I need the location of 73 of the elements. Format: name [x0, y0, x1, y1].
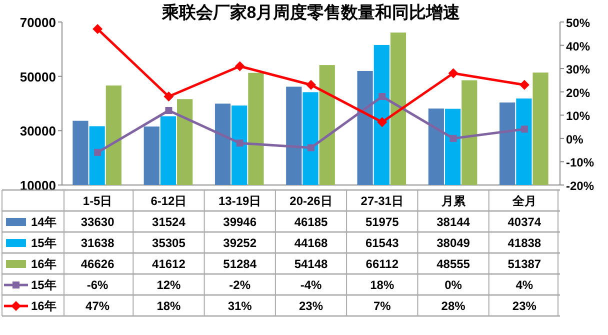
data-label: 41838 [508, 236, 542, 250]
legend-label: 16年 [31, 299, 56, 313]
data-label: 39946 [223, 215, 257, 229]
data-label: 7% [373, 299, 392, 313]
point [94, 148, 102, 156]
y2-tick-label: 20% [566, 86, 590, 100]
y-tick-label: 30000 [20, 124, 56, 139]
data-label: 38144 [436, 215, 470, 229]
data-label: 23% [298, 299, 324, 313]
data-label: 18% [370, 278, 394, 292]
data-label: 28% [441, 299, 466, 313]
data-label: 18% [156, 299, 182, 313]
data-label: 39252 [223, 236, 257, 250]
legend-label: 14年 [31, 215, 56, 229]
data-label: 35305 [152, 236, 186, 250]
y2-tick-label: 40% [566, 39, 590, 54]
data-label: 4% [516, 278, 534, 292]
point [520, 126, 528, 133]
data-label: -2% [229, 278, 251, 292]
point [306, 80, 316, 90]
point [236, 140, 244, 147]
y-tick-label: 50000 [20, 69, 56, 84]
point [92, 24, 103, 34]
chart-title: 乘联会厂家8月周度零售数量和同比增速 [160, 3, 460, 22]
x-tick-label: 月累 [440, 194, 466, 208]
data-label: 33630 [80, 215, 115, 229]
legend-label: 16年 [31, 257, 56, 271]
y2-tick-label: 0% [566, 132, 584, 146]
y2-tick-label: -10% [566, 156, 594, 170]
data-label: 66112 [366, 257, 399, 271]
y-tick-label: 70000 [20, 15, 56, 30]
data-label: 44168 [294, 236, 328, 250]
data-label: 51284 [223, 257, 257, 271]
x-tick-label: 1-5日 [82, 194, 112, 208]
y2-tick-label: -20% [566, 179, 594, 193]
x-tick-label: 13-19日 [218, 194, 262, 208]
point [448, 68, 458, 78]
x-tick-label: 全月 [511, 194, 536, 208]
data-label: 31638 [80, 236, 115, 250]
data-label: 48555 [436, 257, 470, 271]
point [519, 80, 530, 90]
data-label: 12% [156, 278, 182, 292]
data-label: 23% [512, 299, 537, 313]
legend-label: 15年 [31, 236, 56, 250]
x-tick-label: 27-31日 [360, 194, 404, 208]
point [378, 93, 386, 100]
y2-tick-label: 10% [566, 109, 590, 124]
data-label: 31524 [152, 215, 186, 229]
data-label: 61543 [365, 236, 400, 250]
data-label: 40374 [508, 215, 542, 229]
data-label: 0% [444, 278, 462, 292]
data-label: 31% [228, 299, 252, 313]
data-label: 47% [86, 299, 110, 313]
data-label: 38049 [436, 236, 470, 250]
data-label: 46185 [294, 215, 328, 229]
data-label: 46626 [80, 257, 115, 271]
x-tick-label: 6-12日 [150, 194, 187, 208]
y2-tick-label: 50% [566, 16, 590, 30]
data-label: 41612 [152, 257, 186, 271]
y2-tick-label: 30% [566, 62, 590, 77]
point [308, 144, 314, 152]
point [377, 117, 388, 128]
data-label: 51975 [365, 215, 400, 229]
legend-label: 15年 [31, 278, 56, 292]
point [450, 134, 457, 142]
point [165, 106, 172, 114]
data-label: 54148 [294, 257, 328, 271]
x-tick-label: 20-26日 [290, 194, 332, 208]
point [164, 92, 174, 102]
data-label: -4% [300, 278, 322, 292]
point [234, 61, 245, 72]
data-label: 51387 [508, 257, 542, 271]
data-label: -6% [86, 278, 109, 292]
